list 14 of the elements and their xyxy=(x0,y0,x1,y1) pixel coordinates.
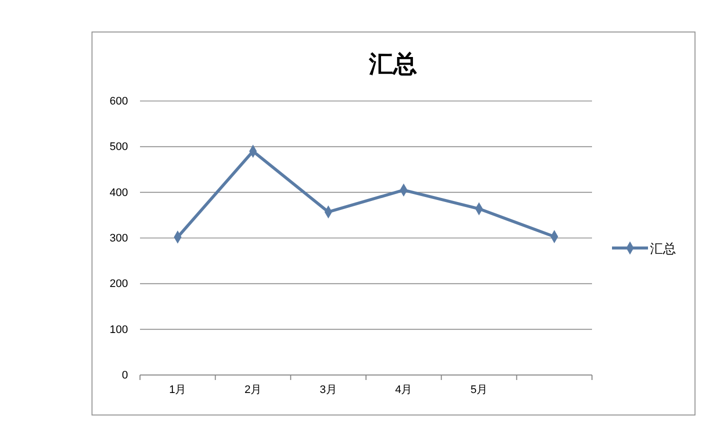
y-tick-label: 400 xyxy=(110,186,128,199)
x-tick-label: 5月 xyxy=(470,384,488,396)
x-tick-label: 1月 xyxy=(169,384,186,396)
y-tick-label: 300 xyxy=(110,232,128,245)
y-tick-label: 0 xyxy=(122,370,128,382)
x-tick-label: 4月 xyxy=(395,384,412,396)
x-tick-label: 2月 xyxy=(244,384,262,396)
y-tick-label: 100 xyxy=(110,324,128,336)
x-tick-label: 3月 xyxy=(320,384,337,396)
y-tick-label: 500 xyxy=(110,141,128,154)
y-tick-label: 200 xyxy=(110,278,128,290)
legend-label: 汇总 xyxy=(650,242,676,257)
y-tick-label: 600 xyxy=(110,96,128,108)
chart-title: 汇总 xyxy=(368,49,417,78)
